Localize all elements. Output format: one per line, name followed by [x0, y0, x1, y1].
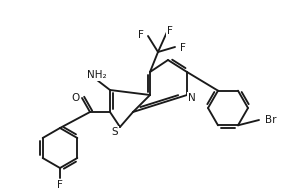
Text: S: S	[112, 127, 118, 137]
Text: O: O	[71, 93, 79, 103]
Text: N: N	[188, 93, 196, 103]
Text: F: F	[138, 30, 144, 40]
Text: F: F	[57, 180, 63, 190]
Text: F: F	[180, 43, 186, 53]
Text: NH₂: NH₂	[87, 70, 107, 80]
Text: F: F	[167, 26, 173, 36]
Text: Br: Br	[265, 115, 277, 125]
